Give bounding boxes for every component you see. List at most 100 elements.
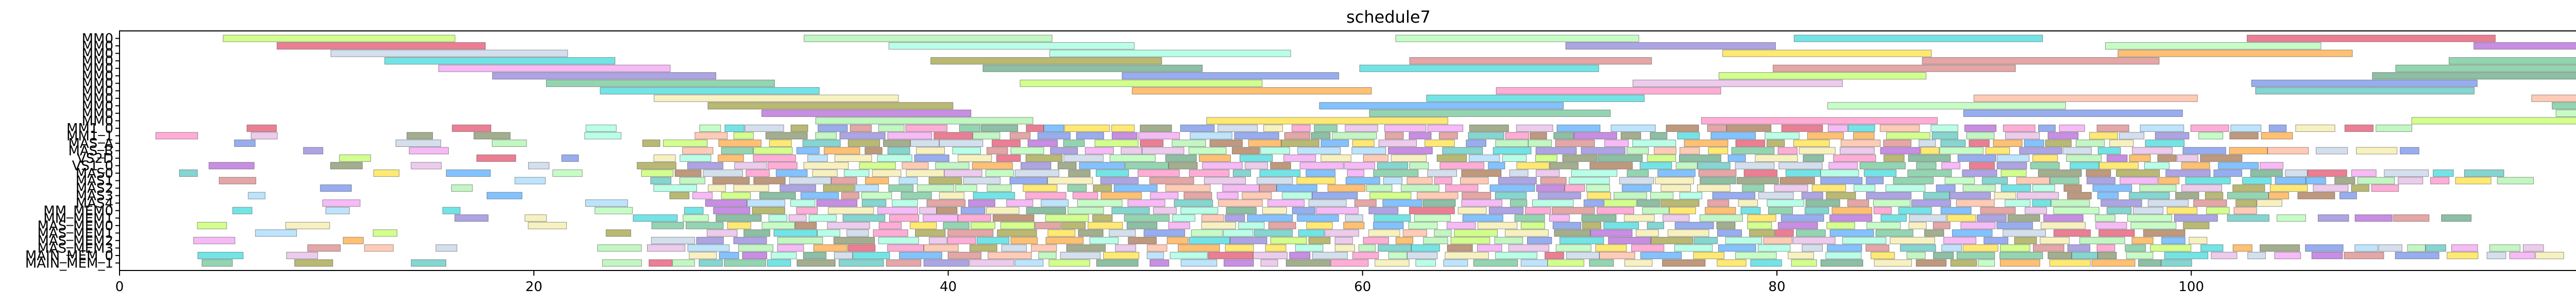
schedule-bar [1100, 192, 1142, 199]
schedule-bar [1562, 154, 1598, 162]
schedule-bar [1096, 170, 1129, 177]
schedule-bar [877, 207, 918, 214]
schedule-bar [1489, 184, 1535, 192]
schedule-bar [1409, 207, 1455, 214]
schedule-bar [823, 184, 855, 192]
schedule-bar [2497, 177, 2534, 184]
schedule-bar [2407, 244, 2426, 252]
schedule-bar [2257, 199, 2282, 207]
schedule-bar [2190, 124, 2229, 132]
schedule-bar [1469, 124, 1509, 132]
schedule-bar [1009, 177, 1048, 184]
schedule-bar [838, 259, 884, 267]
schedule-bar [1669, 207, 1696, 214]
schedule-bar [651, 222, 684, 229]
schedule-bar [1061, 222, 1086, 229]
schedule-bar [1717, 259, 1747, 267]
schedule-bar [1268, 222, 1296, 229]
schedule-bar [779, 184, 816, 192]
schedule-bar [1427, 124, 1464, 132]
schedule-bar [2098, 162, 2139, 170]
schedule-bar [1270, 162, 1291, 170]
y-row-label: MAS3 [76, 189, 113, 204]
schedule-bar [1717, 229, 1742, 237]
schedule-bar [2311, 251, 2343, 259]
schedule-bar [1089, 236, 1119, 244]
schedule-bar [1316, 207, 1359, 214]
schedule-bar [1259, 170, 1301, 177]
schedule-bar [2165, 170, 2211, 177]
schedule-bar [919, 207, 937, 214]
schedule-bar [1384, 132, 1404, 140]
schedule-bar [246, 124, 277, 132]
schedule-bar [1283, 154, 1316, 162]
schedule-bar [2139, 184, 2177, 192]
schedule-bar [839, 132, 886, 140]
schedule-bar [1898, 207, 1932, 214]
schedule-bar [1026, 124, 1044, 132]
schedule-bar [2062, 147, 2092, 155]
schedule-bar [2132, 147, 2173, 155]
schedule-bar [1589, 259, 1614, 267]
schedule-bar [1427, 170, 1457, 177]
schedule-bar [1908, 222, 1927, 229]
schedule-bar [1677, 132, 1700, 140]
schedule-bar [696, 236, 724, 244]
schedule-bar [936, 207, 958, 214]
schedule-bar [733, 236, 767, 244]
schedule-bar [1079, 162, 1125, 170]
y-row-label: MM0 [82, 83, 113, 99]
schedule-bar [395, 139, 442, 147]
schedule-bar [2185, 177, 2231, 184]
schedule-bar [2050, 199, 2090, 207]
schedule-bar [1999, 259, 2040, 267]
schedule-bar [2148, 199, 2189, 207]
schedule-bar [982, 64, 1203, 72]
schedule-bar [914, 154, 950, 162]
schedule-bar [1434, 177, 1452, 184]
schedule-bar [1893, 177, 1934, 184]
schedule-bar [1383, 177, 1402, 184]
schedule-bar [1115, 244, 1137, 252]
schedule-bar [1242, 192, 1272, 199]
schedule-bar [1038, 251, 1057, 259]
schedule-bar [1799, 147, 1836, 155]
schedule-bar [2130, 222, 2177, 229]
schedule-bar [1149, 177, 1194, 184]
schedule-bar [2067, 192, 2092, 199]
schedule-bar [1545, 251, 1564, 259]
schedule-bar [584, 132, 622, 140]
schedule-bar [944, 170, 982, 177]
schedule-bar [1775, 229, 1794, 237]
schedule-bar [1908, 154, 1951, 162]
schedule-bar [745, 170, 770, 177]
schedule-bar [454, 214, 489, 222]
schedule-bar [1165, 184, 1211, 192]
schedule-bar [2098, 229, 2135, 237]
schedule-bar [330, 162, 363, 170]
schedule-bar [1930, 124, 1958, 132]
schedule-bar [1027, 139, 1058, 147]
schedule-bar [1395, 35, 1639, 42]
schedule-bar [1334, 236, 1353, 244]
schedule-bar [1168, 222, 1190, 229]
schedule-bar [1962, 170, 1997, 177]
schedule-bar [1964, 124, 1996, 132]
schedule-bar [1947, 214, 1976, 222]
schedule-bar [2076, 139, 2105, 147]
schedule-bar [1919, 139, 1936, 147]
schedule-bar [2066, 154, 2102, 162]
schedule-bar [1866, 244, 1890, 252]
schedule-bar [1624, 259, 1653, 267]
schedule-bar [2433, 170, 2454, 177]
schedule-bar [1064, 124, 1110, 132]
schedule-bar [1140, 124, 1172, 132]
schedule-bar [2425, 244, 2446, 252]
schedule-bar [364, 244, 394, 252]
schedule-bar [2317, 214, 2349, 222]
schedule-bar [1820, 259, 1863, 267]
schedule-bar [848, 139, 880, 147]
schedule-bar [1890, 236, 1935, 244]
schedule-bar [767, 162, 798, 170]
schedule-bar [765, 132, 808, 140]
